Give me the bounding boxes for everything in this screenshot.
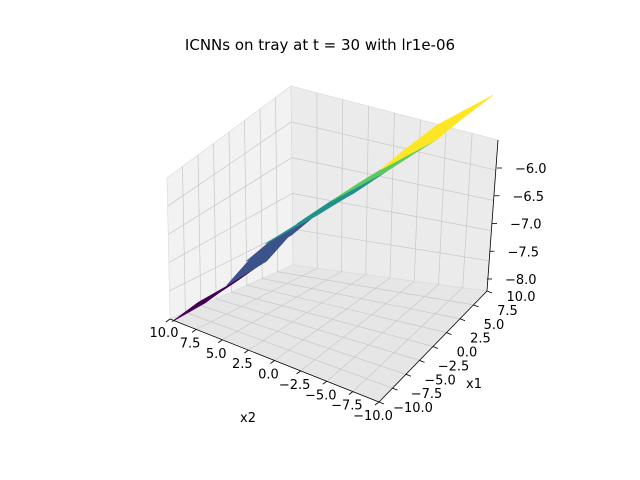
grid-lines: [167, 92, 496, 392]
y-tick-label: −10.0: [393, 401, 433, 416]
x-axis-label: x2: [240, 411, 256, 426]
x-tick-label: −10.0: [353, 409, 393, 424]
chart-title: ICNNs on tray at t = 30 with lr1e-06: [185, 36, 455, 54]
x-tick-mark: [191, 329, 197, 333]
y-axis-label: x1: [466, 377, 482, 392]
y-tick-label: 2.5: [470, 332, 491, 347]
x-tick-mark: [322, 380, 327, 385]
x-tick-mark: [374, 401, 380, 406]
y-tick-mark: [459, 318, 466, 322]
z-tick-label: −7.5: [508, 245, 540, 260]
y-tick-label: 7.5: [497, 304, 518, 319]
y-tick-mark: [486, 290, 493, 294]
y-tick-label: −2.5: [438, 359, 470, 374]
y-tick-mark: [446, 332, 452, 335]
x-tick-mark: [244, 349, 249, 354]
x-tick-label: 0.0: [258, 368, 279, 383]
x-tick-label: −7.5: [331, 399, 363, 414]
x-tick-mark: [296, 370, 301, 375]
x-tick-mark: [218, 339, 223, 344]
y-tick-label: 5.0: [484, 318, 505, 333]
y-tick-label: −7.5: [411, 387, 443, 402]
x-tick-mark: [270, 360, 275, 364]
y-tick-mark: [405, 373, 412, 377]
z-tick-label: −8.0: [505, 273, 537, 288]
x-tick-mark: [348, 391, 354, 395]
y-tick-mark: [378, 401, 385, 405]
x-tick-label: 10.0: [150, 326, 179, 341]
x-axis-ticks: 10.07.5 5.0 2.5 0.0−2.5−5.0−7.5−10.0: [150, 318, 393, 424]
y-tick-mark: [419, 360, 425, 363]
x-tick-label: 2.5: [232, 357, 253, 372]
z-tick-label: −6.0: [515, 162, 547, 177]
x-tick-label: 7.5: [180, 336, 201, 351]
surface: [171, 94, 494, 323]
z-tick-label: −6.5: [513, 190, 545, 205]
x-tick-label: −2.5: [279, 378, 311, 393]
y-tick-label: −5.0: [424, 373, 456, 388]
z-tick-label: −7.0: [510, 218, 542, 233]
z-axis-ticks: −8.0 −7.5 −7.0 −6.5 −6.0: [487, 162, 547, 288]
y-tick-mark: [432, 346, 439, 349]
z-axis-line: [486, 139, 499, 292]
y-axis-ticks: −10.0−7.5−5.0−2.50.02.55.07.510.0: [378, 290, 536, 416]
y-tick-mark: [473, 304, 479, 308]
y-tick-label: 10.0: [507, 290, 536, 305]
x-tick-label: 5.0: [206, 347, 227, 362]
surface-patch: [403, 94, 494, 152]
y-tick-mark: [392, 387, 398, 391]
x-tick-mark: [165, 318, 171, 323]
x-tick-label: −5.0: [305, 388, 337, 403]
y-tick-label: 0.0: [457, 346, 478, 361]
